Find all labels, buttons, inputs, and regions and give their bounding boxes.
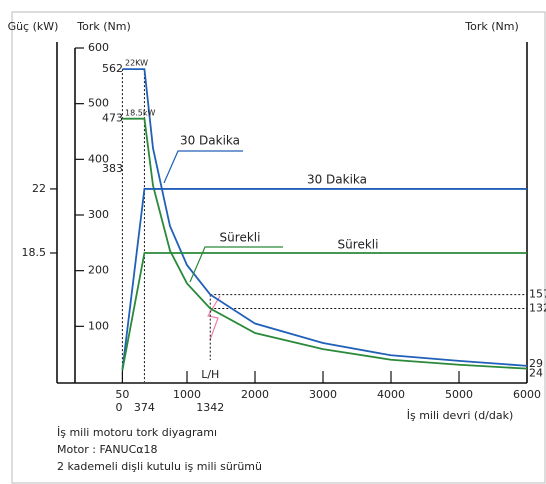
right-value-label: 157 <box>529 288 546 301</box>
annotation: 18.5kW <box>125 109 155 118</box>
frame <box>11 11 546 484</box>
x-title: İş mili devri (d/dak) <box>407 409 514 422</box>
y-tick-label: 100 <box>88 319 109 332</box>
note: 2 kademeli dişli kutulu iş mili sürümü <box>57 460 262 473</box>
series-label: Sürekli <box>338 238 379 252</box>
series-line <box>121 188 527 371</box>
left-value-label: 562 <box>102 62 123 75</box>
series-label: Sürekli <box>220 231 261 245</box>
series-line <box>122 68 528 367</box>
annotation: 22KW <box>125 59 148 68</box>
y2-title: Güç (kW) <box>8 20 59 33</box>
y2-tick-label: 22 <box>32 182 46 195</box>
x-tick-label-secondary: 374 <box>134 401 155 414</box>
y-tick-label: 500 <box>88 97 109 110</box>
series-line <box>121 252 527 371</box>
right-value-label: 132 <box>529 302 546 315</box>
y-tick-label: 600 <box>88 41 109 54</box>
y-tick-label: 300 <box>88 208 109 221</box>
y-tick-label: 400 <box>88 152 109 165</box>
x-tick-label: 3000 <box>309 388 337 401</box>
x-tick-label-secondary: 1342 <box>196 401 224 414</box>
y-title-right: Tork (Nm) <box>464 20 519 33</box>
right-value-label: 29 <box>529 357 543 370</box>
x-tick-label: 4000 <box>377 388 405 401</box>
series-label: 30 Dakika <box>180 134 240 148</box>
x-tick-label: 50 <box>115 388 129 401</box>
y-tick-label: 200 <box>88 264 109 277</box>
leader-line <box>189 246 283 283</box>
x-tick-label-secondary: 0 <box>116 401 123 414</box>
right-value-label: 24 <box>529 367 543 380</box>
lightning-icon <box>207 295 221 341</box>
left-value-label: 473 <box>102 112 123 125</box>
series-line <box>122 117 528 370</box>
leader-line <box>163 150 243 184</box>
y-title: Tork (Nm) <box>76 20 131 33</box>
note: İş mili motoru tork diyagramı <box>57 426 217 439</box>
x-tick-label: 1000 <box>173 388 201 401</box>
x-tick-label: 6000 <box>513 388 541 401</box>
x-tick-label: 5000 <box>445 388 473 401</box>
series-label: 30 Dakika <box>307 173 367 187</box>
left-value-label: 383 <box>102 162 123 175</box>
x-tick-label: 2000 <box>241 388 269 401</box>
annotation: L/H <box>201 368 219 381</box>
note: Motor : FANUCα18 <box>57 443 158 456</box>
y2-tick-label: 18.5 <box>22 246 47 259</box>
